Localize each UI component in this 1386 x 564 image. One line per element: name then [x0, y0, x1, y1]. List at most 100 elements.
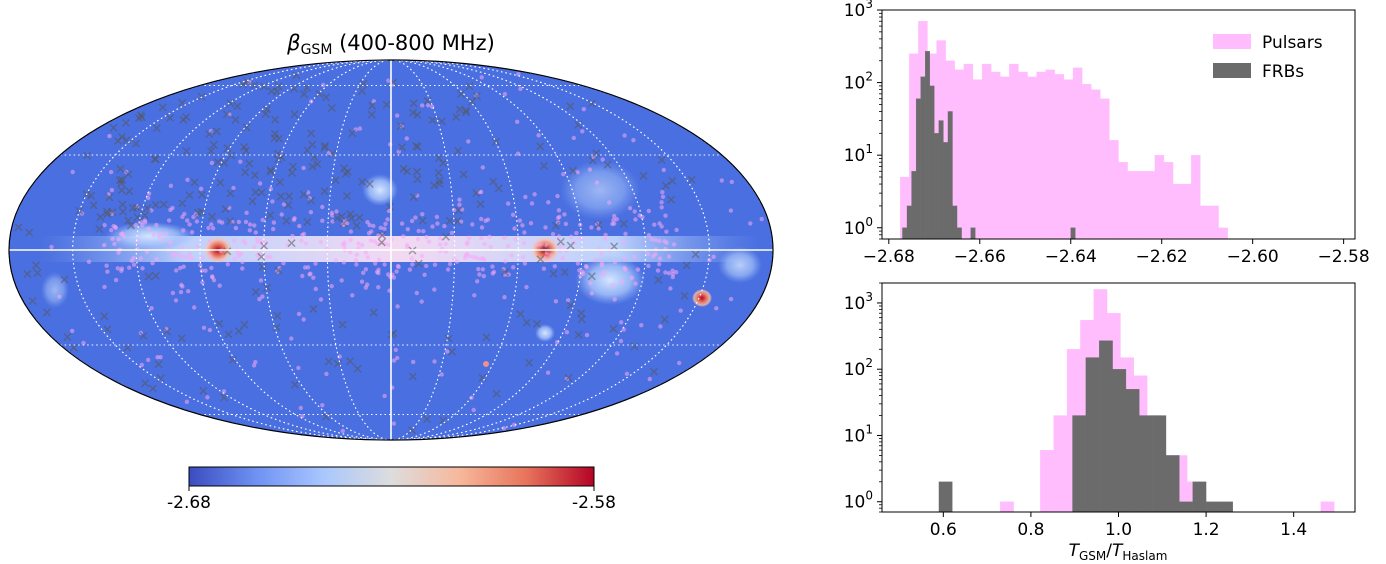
pulsar-point	[404, 242, 410, 247]
y-tick-label: 101	[844, 142, 873, 166]
frb-point	[630, 342, 639, 351]
pulsar-point	[231, 185, 236, 191]
diffuse-blob	[575, 255, 645, 305]
pulsar-point	[361, 270, 366, 275]
diffuse-blob	[560, 160, 640, 220]
pulsar-point	[607, 200, 612, 205]
frb-point	[619, 219, 628, 228]
frb-point	[352, 221, 361, 230]
frb-point	[190, 178, 199, 187]
pulsar-point	[432, 262, 438, 267]
frb-point	[226, 189, 235, 198]
frb-point	[266, 211, 275, 220]
frb-point	[649, 367, 658, 376]
pulsar-point	[520, 255, 526, 260]
frb-point	[398, 143, 407, 152]
pulsar-point	[262, 239, 267, 244]
pulsar-point	[614, 351, 620, 356]
frb-point	[118, 200, 127, 209]
frb-point	[465, 82, 474, 91]
pulsar-point	[199, 255, 205, 260]
pulsar-point	[271, 226, 276, 232]
pulsar-point	[488, 244, 493, 250]
pulsar-point	[479, 216, 484, 222]
frb-point	[413, 175, 422, 184]
pulsar-point	[631, 138, 636, 143]
pulsar-point	[564, 330, 570, 335]
pulsar-point	[363, 285, 368, 290]
frb-point	[274, 82, 283, 91]
frb-point	[242, 123, 251, 132]
frb-point	[290, 84, 299, 93]
pulsar-point	[515, 119, 520, 125]
pulsar-point	[589, 291, 594, 296]
histogram-bar	[902, 227, 908, 240]
pulsar-point	[414, 290, 419, 296]
pulsar-point	[171, 254, 176, 259]
pulsar-point	[353, 258, 359, 263]
pulsar-point	[209, 222, 214, 227]
pulsar-point	[664, 240, 669, 245]
pulsar-point	[666, 271, 672, 276]
histogram-bar	[1085, 357, 1100, 513]
frb-point	[476, 200, 485, 209]
pulsar-point	[395, 113, 400, 118]
pulsar-point	[330, 219, 335, 224]
pulsar-point	[368, 238, 374, 243]
frb-point	[212, 127, 221, 136]
pulsar-point	[232, 238, 237, 243]
pulsar-point	[81, 340, 86, 346]
frb-point	[103, 210, 112, 219]
frb-point	[423, 96, 432, 105]
pulsar-markers	[49, 72, 764, 434]
histogram-bar	[1109, 140, 1119, 240]
frb-point	[136, 111, 145, 120]
frb-point	[324, 357, 333, 366]
x-tick-label: 1.0	[1105, 520, 1132, 540]
frb-point	[140, 211, 149, 220]
frb-point	[221, 205, 230, 214]
frb-point	[551, 221, 560, 230]
beta-histogram-ticks: −2.68 −2.66 −2.64 −2.62 −2.60 −2.58 100 101 102 1…	[844, 0, 1370, 267]
frb-point	[144, 272, 153, 281]
frb-point	[435, 154, 443, 162]
pulsar-point	[168, 240, 173, 245]
beta-histogram: −2.68 −2.66 −2.64 −2.62 −2.60 −2.58 100 101 102 1…	[844, 0, 1370, 267]
histogram-bar	[1091, 89, 1101, 240]
pulsar-point	[532, 192, 537, 197]
frb-point	[660, 315, 669, 324]
pulsar-point	[318, 239, 323, 245]
pulsar-point	[376, 267, 381, 272]
pulsar-point	[659, 205, 664, 210]
pulsar-point	[333, 258, 339, 263]
frb-point	[355, 213, 364, 222]
frb-point	[132, 139, 140, 148]
pulsar-point	[416, 228, 421, 234]
pulsar-point	[348, 250, 353, 255]
pulsar-point	[651, 254, 656, 259]
pulsar-point	[614, 217, 619, 222]
frb-point	[263, 105, 272, 114]
pulsar-point	[447, 261, 453, 267]
hot-spot	[483, 361, 489, 367]
pulsar-point	[599, 251, 604, 257]
frb-point	[100, 312, 109, 321]
pulsar-point	[480, 256, 485, 261]
frb-point	[587, 272, 596, 281]
x-tick-label: 1.2	[1193, 520, 1220, 540]
frb-point	[260, 82, 269, 91]
pulsar-point	[584, 264, 589, 270]
pulsar-point	[571, 135, 576, 141]
frb-point	[151, 271, 160, 280]
pulsar-point	[671, 242, 677, 247]
frb-point	[123, 343, 132, 352]
histogram-bar	[947, 111, 953, 240]
pulsar-point	[205, 395, 210, 400]
pulsar-point	[116, 237, 121, 242]
pulsar-point	[535, 242, 540, 247]
pulsar-point	[244, 210, 249, 215]
pulsar-point	[365, 255, 371, 260]
pulsar-point	[635, 267, 641, 272]
pulsar-point	[86, 259, 92, 264]
pulsar-point	[342, 218, 348, 224]
